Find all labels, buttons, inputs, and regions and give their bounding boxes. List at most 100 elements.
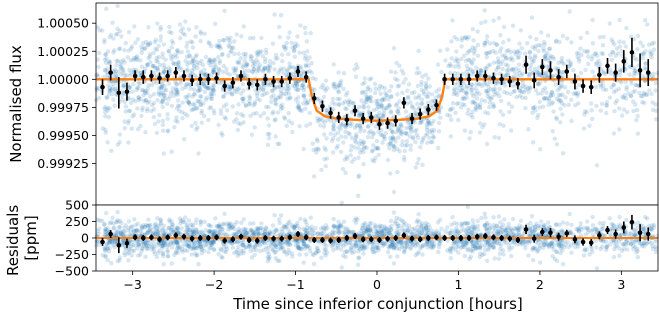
raw-flux-point (148, 60, 153, 65)
raw-flux-point (650, 107, 656, 113)
raw-flux-point (140, 47, 145, 52)
raw-flux-point (535, 115, 540, 121)
raw-flux-point (121, 83, 127, 88)
raw-flux-point (536, 82, 541, 87)
raw-flux-point (373, 155, 378, 161)
raw-flux-point (530, 106, 536, 111)
raw-flux-point (287, 30, 292, 35)
raw-flux-point (380, 112, 385, 118)
raw-flux-point (202, 89, 208, 95)
raw-flux-point (230, 91, 235, 97)
raw-flux-point (119, 59, 124, 64)
raw-flux-point (584, 109, 589, 115)
raw-flux-point (398, 128, 403, 133)
raw-flux-point (471, 38, 476, 43)
raw-flux-point (637, 90, 642, 96)
raw-flux-point (367, 77, 372, 82)
raw-flux-point (414, 132, 420, 137)
raw-flux-point (456, 89, 461, 94)
raw-flux-point (141, 99, 147, 104)
raw-flux-point (189, 123, 194, 129)
raw-flux-point (338, 79, 344, 84)
raw-residual-point (107, 240, 113, 245)
bottom-y-axis-label: Residuals [ppm] (4, 200, 40, 276)
raw-residual-point (582, 225, 587, 231)
raw-flux-point (474, 96, 480, 101)
binned-flux-point (556, 74, 561, 80)
raw-residual-point (551, 247, 556, 252)
raw-residual-point (272, 250, 277, 255)
raw-flux-point (499, 46, 504, 51)
raw-flux-point (589, 57, 594, 62)
raw-flux-point (362, 101, 367, 106)
raw-flux-point (420, 101, 425, 106)
raw-flux-point (95, 74, 101, 79)
raw-flux-point (112, 103, 117, 108)
raw-residual-point (486, 238, 491, 243)
raw-flux-point (620, 113, 625, 118)
raw-flux-point (342, 99, 348, 104)
raw-flux-point (167, 29, 172, 35)
raw-flux-point (617, 72, 622, 78)
raw-flux-point (431, 118, 436, 124)
raw-residual-point (496, 214, 502, 219)
raw-flux-point (483, 65, 488, 71)
raw-residual-point (224, 232, 229, 237)
raw-flux-point (477, 105, 483, 111)
raw-flux-point (147, 54, 152, 59)
raw-residual-point (359, 228, 364, 234)
raw-flux-point (469, 82, 474, 88)
raw-residual-point (465, 221, 470, 226)
raw-residual-point (310, 251, 315, 256)
raw-residual-point (247, 243, 252, 248)
raw-flux-point (244, 61, 249, 67)
raw-flux-point (235, 73, 240, 79)
raw-flux-point (196, 151, 201, 156)
raw-flux-point (207, 106, 212, 111)
raw-flux-point (202, 113, 207, 119)
raw-flux-point (240, 96, 245, 101)
raw-flux-point (211, 57, 217, 62)
raw-residual-point (387, 231, 392, 236)
raw-residual-point (102, 222, 107, 228)
raw-flux-point (625, 110, 630, 115)
raw-flux-point (389, 122, 395, 128)
raw-flux-point (291, 48, 297, 54)
raw-flux-point (307, 110, 312, 116)
raw-flux-point (161, 96, 166, 102)
raw-flux-point (182, 32, 188, 37)
raw-flux-point (295, 105, 300, 110)
raw-residual-point (352, 243, 358, 248)
raw-flux-point (447, 107, 453, 113)
raw-flux-point (190, 45, 196, 50)
raw-residual-point (132, 248, 137, 253)
raw-flux-point (395, 84, 400, 89)
raw-flux-point (184, 81, 190, 87)
raw-flux-point (571, 91, 576, 96)
raw-flux-point (372, 90, 378, 96)
raw-flux-point (307, 55, 312, 60)
raw-flux-point (102, 57, 108, 62)
raw-flux-point (301, 146, 306, 152)
raw-flux-point (400, 90, 405, 96)
raw-flux-point (347, 121, 352, 126)
raw-flux-point (498, 98, 504, 104)
raw-flux-point (488, 87, 494, 92)
raw-flux-point (151, 80, 157, 85)
raw-flux-point (539, 91, 544, 96)
raw-flux-point (264, 90, 270, 96)
raw-residual-point (612, 247, 617, 252)
raw-flux-point (460, 35, 465, 41)
raw-flux-point (653, 117, 659, 122)
raw-flux-point (311, 147, 316, 153)
raw-flux-point (566, 64, 571, 70)
raw-flux-point (425, 94, 431, 100)
raw-residual-point (343, 254, 348, 260)
raw-flux-point (320, 118, 325, 123)
raw-flux-point (325, 118, 330, 123)
raw-flux-point (247, 102, 252, 107)
raw-residual-point (635, 225, 640, 230)
raw-flux-point (545, 64, 550, 70)
raw-flux-point (324, 108, 329, 113)
raw-flux-point (415, 83, 420, 89)
